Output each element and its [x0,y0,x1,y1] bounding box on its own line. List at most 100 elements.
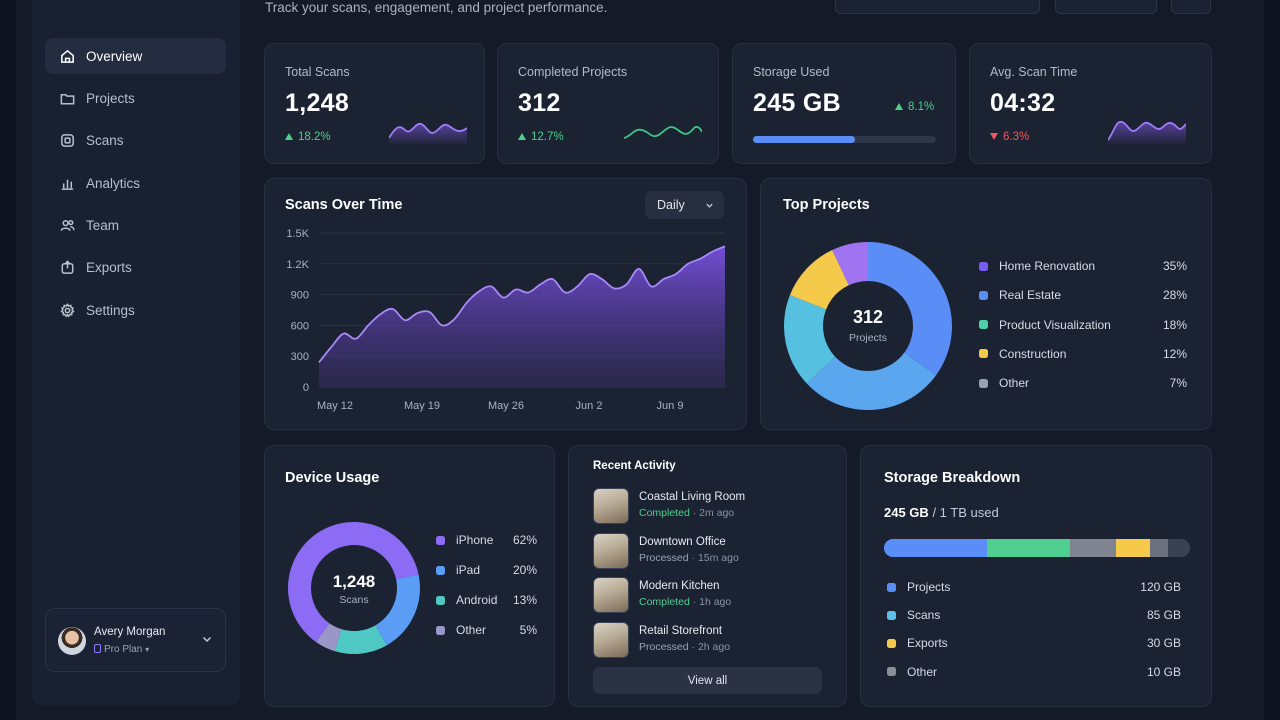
interval-select[interactable]: Daily [645,191,724,219]
activity-item[interactable]: Coastal Living Room Completed · 2m ago [569,488,848,528]
legend-item: Other [887,665,937,679]
storage-breakdown-card: Storage Breakdown 245 GB / 1 TB used Pro… [860,445,1212,707]
kpi-delta: 6.3% [990,131,1029,143]
legend-swatch [436,595,445,605]
view-all-button[interactable]: View all [593,667,822,694]
legend-swatch [436,565,445,575]
legend-value: 28% [1162,288,1187,303]
donut-center-value: 312 [852,307,884,327]
top-projects-card: Top Projects 312 Projects Home Renovatio… [760,178,1212,430]
arrow-up-icon [285,133,293,140]
filter-button[interactable] [1055,0,1157,14]
project-thumbnail [593,488,629,524]
sidebar-item-analytics[interactable]: Analytics [45,165,226,201]
sidebar-item-label: Analytics [86,175,141,191]
legend-label: Construction [999,346,1067,361]
legend-label: iPad [456,563,481,577]
kpi-delta: 18.2% [285,131,331,143]
legend-swatch [979,349,988,359]
sidebar-item-overview[interactable]: Overview [45,38,226,74]
legend-label: Real Estate [999,288,1062,303]
legend-item: Android [436,593,497,607]
legend-label: Other [456,623,487,637]
gear-icon [60,302,75,318]
sparkline [624,125,702,139]
chevron-down-icon [706,203,713,208]
sidebar-item-label: Team [86,217,120,233]
legend-label: Home Renovation [999,259,1096,273]
legend-value: 20% [512,563,537,577]
date-range-button[interactable] [835,0,1040,14]
activity-title: Coastal Living Room [639,491,746,503]
storage-segment-scans [987,539,1070,557]
card-title: Device Usage [285,470,380,486]
y-tick-label: 900 [291,290,309,302]
kpi-value: 245 GB [753,89,841,117]
kpi-value: 1,248 [285,89,350,117]
storage-summary: 245 GB / 1 TB used [884,505,999,520]
x-tick-label: May 19 [404,400,440,412]
more-button[interactable] [1171,0,1211,14]
legend-swatch [979,290,988,300]
activity-time: 2m ago [699,507,735,519]
sidebar-item-settings[interactable]: Settings [45,292,226,328]
project-thumbnail [593,577,629,613]
legend-swatch [979,261,988,271]
kpi-card-total-scans: Total Scans 1,248 18.2% [264,43,485,164]
legend-item: Scans [887,608,940,622]
activity-title: Retail Storefront [639,624,723,637]
sidebar-item-scans[interactable]: Scans [45,122,226,158]
legend-label: Product Visualization [999,317,1111,332]
project-thumbnail [593,532,629,569]
sidebar-item-label: Settings [86,302,135,318]
legend-value: 62% [512,533,537,547]
device-usage-slice-2 [334,625,387,654]
y-tick-label: 600 [291,320,309,332]
page-subtitle: Track your scans, engagement, and projec… [265,0,608,15]
activity-item[interactable]: Downtown Office Processed · 15m ago [569,532,848,573]
sparkline [389,123,467,146]
kpi-value: 04:32 [990,89,1056,117]
sidebar-item-projects[interactable]: Projects [45,80,226,116]
sidebar-item-label: Overview [86,48,143,64]
avatar [58,627,86,655]
top-projects-slice-0 [868,242,952,376]
legend-swatch [979,320,988,330]
kpi-card-completed-projects: Completed Projects 312 12.7% [497,43,719,164]
y-tick-label: 1.2K [286,259,309,271]
scan-icon [61,133,74,147]
legend-value: 120 GB [1140,580,1181,594]
legend-label: iPhone [456,533,494,547]
sidebar-item-exports[interactable]: Exports [45,249,226,285]
top-projects-slice-1 [806,352,936,410]
home-icon [61,49,74,63]
legend-value: 12% [1162,346,1187,361]
user-name: Avery Morgan [94,626,166,638]
kpi-card-storage-used: Storage Used 245 GB 8.1% [732,43,956,164]
legend-value: 18% [1162,317,1187,332]
device-usage-donut [288,522,420,654]
activity-time: 15m ago [697,551,739,564]
folder-icon [60,93,75,104]
legend-label: Projects [907,580,951,594]
legend-label: Scans [907,608,941,623]
activity-item[interactable]: Retail Storefront Processed · 2h ago [569,621,848,662]
scans-area-chart: 1.5K 1.2K 900 600 300 0 May 12 May 19 May 26 Jun … [286,228,726,412]
separator: · [689,596,700,608]
card-title: Recent Activity [593,460,676,472]
separator: · [689,507,700,519]
storage-stacked-bar [884,539,1190,557]
sidebar-item-team[interactable]: Team [45,207,226,243]
device-usage-slice-1 [375,574,420,646]
activity-item[interactable]: Modern Kitchen Completed · 1h ago [569,577,848,617]
top-projects-slice-2 [784,295,836,384]
user-menu[interactable]: Avery Morgan Pro Plan ▾ [45,608,226,672]
x-tick-label: Jun 9 [657,400,684,412]
export-icon [61,259,74,274]
activity-meta: Completed · 1h ago [639,596,731,608]
y-tick-label: 300 [291,351,309,363]
team-icon [60,219,75,231]
legend-label: Exports [907,636,948,651]
arrow-up-icon [518,133,526,140]
y-tick-label: 0 [303,382,309,394]
